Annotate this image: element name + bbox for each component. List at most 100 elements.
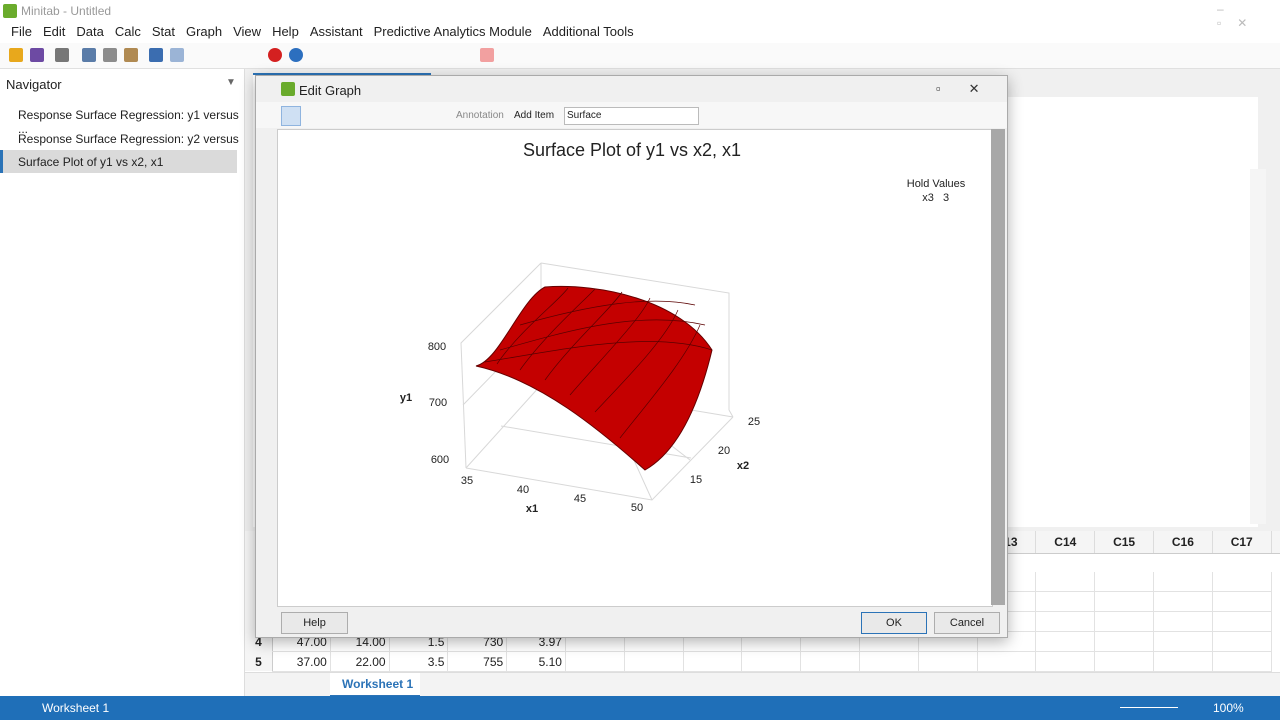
row-number: 5	[255, 655, 262, 669]
menu-item[interactable]: Stat	[151, 24, 175, 39]
grid-cell	[330, 632, 390, 652]
grid-cell	[1154, 592, 1213, 612]
navigator-selected[interactable]: Surface Plot of y1 vs x2, x1	[0, 150, 237, 173]
grid-cell	[1036, 612, 1096, 632]
y-tick-label: 800	[428, 341, 446, 353]
grid-cell	[860, 632, 919, 652]
grid-cell	[566, 632, 625, 652]
stop-icon[interactable]	[268, 48, 282, 62]
window-controls[interactable]: –▫✕	[1217, 2, 1264, 30]
navigator-menu[interactable]: ▼	[226, 77, 236, 88]
window-title: Minitab - Untitled	[21, 4, 112, 18]
item-select[interactable]: Surface	[564, 107, 699, 125]
x2-tick-label: 20	[718, 445, 730, 457]
y-tick-label: 700	[429, 397, 447, 409]
grid-cell	[1036, 632, 1096, 652]
undo-icon[interactable]	[149, 48, 163, 62]
annotation-menu[interactable]: Annotation	[456, 110, 504, 121]
menu-item[interactable]: Calc	[114, 24, 141, 39]
cell-value: 22.00	[355, 655, 386, 669]
scrollbar[interactable]	[1250, 169, 1266, 524]
cut-icon[interactable]	[82, 48, 96, 62]
redo-icon[interactable]	[170, 48, 184, 62]
toolbar	[0, 43, 1280, 69]
grid-cell	[330, 652, 390, 672]
grid-cell	[507, 652, 566, 672]
x1-tick-label: 50	[631, 502, 643, 514]
cell-value: 730	[483, 635, 504, 649]
menu-item[interactable]: Data	[76, 24, 104, 39]
grid-cell	[1036, 652, 1096, 672]
dialog-icon	[281, 82, 295, 96]
x1-tick-label: 35	[461, 475, 473, 487]
print-icon[interactable]	[55, 48, 69, 62]
grid-cell	[624, 652, 684, 672]
grid-cell	[977, 652, 1037, 672]
grid-cell	[1212, 592, 1272, 612]
grid-cell	[624, 632, 684, 652]
menu-item[interactable]: Predictive Analytics Module	[373, 24, 532, 39]
help-button[interactable]: Help	[281, 612, 348, 634]
x1-tick-label: 40	[517, 484, 529, 496]
save-icon[interactable]	[30, 48, 44, 62]
menu-item[interactable]: Additional Tools	[542, 24, 634, 39]
grid-cell	[272, 632, 331, 652]
grid-cell	[1095, 592, 1154, 612]
y-tick-label: 600	[431, 454, 449, 466]
dialog-toolbar: Annotation Add Item Surface	[256, 102, 1007, 128]
grid-cell	[1212, 652, 1272, 672]
grid-cell	[860, 652, 919, 672]
menu-item[interactable]: File	[11, 24, 32, 39]
hold-var: x3	[922, 192, 934, 204]
grid-cell	[389, 632, 449, 652]
navigator-item[interactable]: Surface Plot of y1 vs x2, x1	[18, 155, 164, 169]
select-tool[interactable]	[281, 106, 301, 126]
menu-item[interactable]: Help	[272, 24, 299, 39]
menu-item[interactable]: Assistant	[309, 24, 363, 39]
graph-title: Surface Plot of y1 vs x2, x1	[523, 140, 741, 160]
open-icon[interactable]	[9, 48, 23, 62]
grid-cell	[1095, 632, 1154, 652]
grid-cell	[566, 652, 625, 672]
grid-cell	[1095, 572, 1154, 592]
surface-plot: Surface Plot of y1 vs x2, x1 Hold Values x…	[400, 140, 966, 515]
grid-cell	[801, 632, 860, 652]
grid-cell	[683, 632, 743, 652]
status-zoom: 100%	[1213, 701, 1244, 715]
dialog-controls[interactable]: ▫✕	[936, 81, 1008, 96]
navigator-item[interactable]: Response Surface Regression: y1 versus .…	[18, 108, 239, 136]
eraser-icon[interactable]	[480, 48, 494, 62]
item-select-value[interactable]: Surface	[567, 110, 602, 121]
x1-axis-label: x1	[526, 503, 538, 515]
sheet-tab-label[interactable]: Worksheet 1	[342, 677, 414, 691]
x2-tick-label: 15	[690, 474, 702, 486]
status-sheet: Worksheet 1	[42, 701, 110, 715]
paste-icon[interactable]	[124, 48, 138, 62]
grid-cell	[742, 652, 802, 672]
add-item-menu[interactable]: Add Item	[514, 110, 555, 121]
sheet-tab[interactable]: Worksheet 1	[330, 673, 420, 697]
menu-item[interactable]: Edit	[42, 24, 66, 39]
grid-cell	[801, 652, 860, 672]
hold-title: Hold Values	[907, 178, 966, 190]
zoom-slider[interactable]	[1120, 707, 1178, 708]
cell-value: 14.00	[355, 635, 386, 649]
menu-item[interactable]: View	[233, 24, 262, 39]
grid-cell	[1036, 572, 1096, 592]
plot-box	[460, 262, 734, 501]
grid-cell	[1154, 572, 1213, 592]
x2-tick-label: 25	[748, 416, 760, 428]
x2-axis-label: x2	[737, 460, 749, 472]
graph-scrollbar[interactable]	[991, 129, 1005, 605]
sheet-tab-bar: Worksheet 1	[245, 672, 1280, 697]
y-axis-label: y1	[400, 392, 412, 404]
menu-item[interactable]: Graph	[185, 24, 223, 39]
copy-icon[interactable]	[103, 48, 117, 62]
help-icon[interactable]	[289, 48, 303, 62]
column-header: C14	[1036, 531, 1096, 553]
grid-cell	[1095, 652, 1154, 672]
cell-value: 1.5	[427, 635, 445, 649]
ok-button[interactable]: OK	[861, 612, 927, 634]
cancel-button[interactable]: Cancel	[934, 612, 1000, 634]
